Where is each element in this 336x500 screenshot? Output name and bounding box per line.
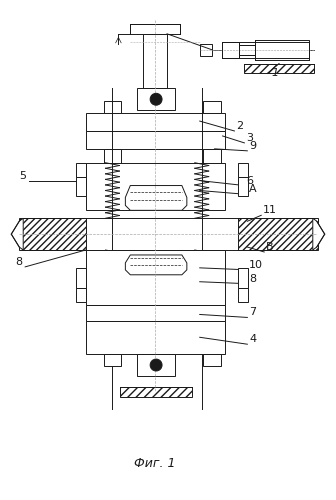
Bar — [103, 304, 121, 318]
Text: 3: 3 — [246, 133, 253, 143]
Polygon shape — [313, 218, 325, 250]
Text: 9: 9 — [249, 141, 256, 151]
Bar — [103, 149, 121, 162]
Text: Фиг. 1: Фиг. 1 — [134, 456, 176, 469]
Bar — [244, 64, 314, 74]
Text: 5: 5 — [19, 170, 26, 180]
Polygon shape — [255, 40, 309, 60]
Polygon shape — [240, 44, 255, 54]
Circle shape — [150, 359, 162, 371]
Bar — [203, 101, 220, 113]
Bar — [137, 88, 175, 110]
Polygon shape — [221, 42, 240, 58]
Bar — [86, 113, 224, 131]
Bar — [203, 354, 220, 366]
Bar — [103, 101, 121, 113]
Bar — [103, 354, 121, 366]
Bar — [76, 288, 86, 302]
Text: 1: 1 — [271, 68, 278, 78]
Bar — [203, 304, 220, 318]
Text: 7: 7 — [249, 308, 256, 318]
Text: 11: 11 — [263, 206, 277, 216]
Text: 8: 8 — [15, 257, 23, 267]
Circle shape — [150, 94, 162, 105]
Bar — [86, 250, 224, 304]
Bar — [239, 268, 248, 287]
Bar — [239, 288, 248, 302]
Bar — [130, 24, 180, 34]
Bar — [86, 162, 224, 210]
Bar — [143, 34, 167, 88]
Text: 10: 10 — [249, 260, 263, 270]
Text: 6: 6 — [246, 176, 253, 186]
Bar — [200, 44, 212, 56]
Bar — [86, 131, 224, 149]
Bar — [86, 322, 224, 354]
Text: 8: 8 — [249, 274, 256, 283]
Bar — [137, 354, 175, 376]
Text: A: A — [249, 184, 257, 194]
Text: 2: 2 — [237, 121, 244, 131]
Polygon shape — [11, 218, 23, 250]
Bar — [239, 218, 318, 250]
Polygon shape — [125, 255, 187, 275]
Bar — [76, 162, 86, 176]
Polygon shape — [125, 186, 187, 210]
Bar — [239, 176, 248, 197]
Bar — [19, 218, 86, 250]
Bar — [76, 268, 86, 287]
Text: 4: 4 — [249, 334, 256, 344]
Bar — [203, 149, 220, 162]
Bar — [120, 387, 192, 397]
Text: B: B — [266, 242, 274, 252]
Bar — [239, 162, 248, 176]
Bar — [76, 176, 86, 197]
Bar — [86, 304, 224, 322]
